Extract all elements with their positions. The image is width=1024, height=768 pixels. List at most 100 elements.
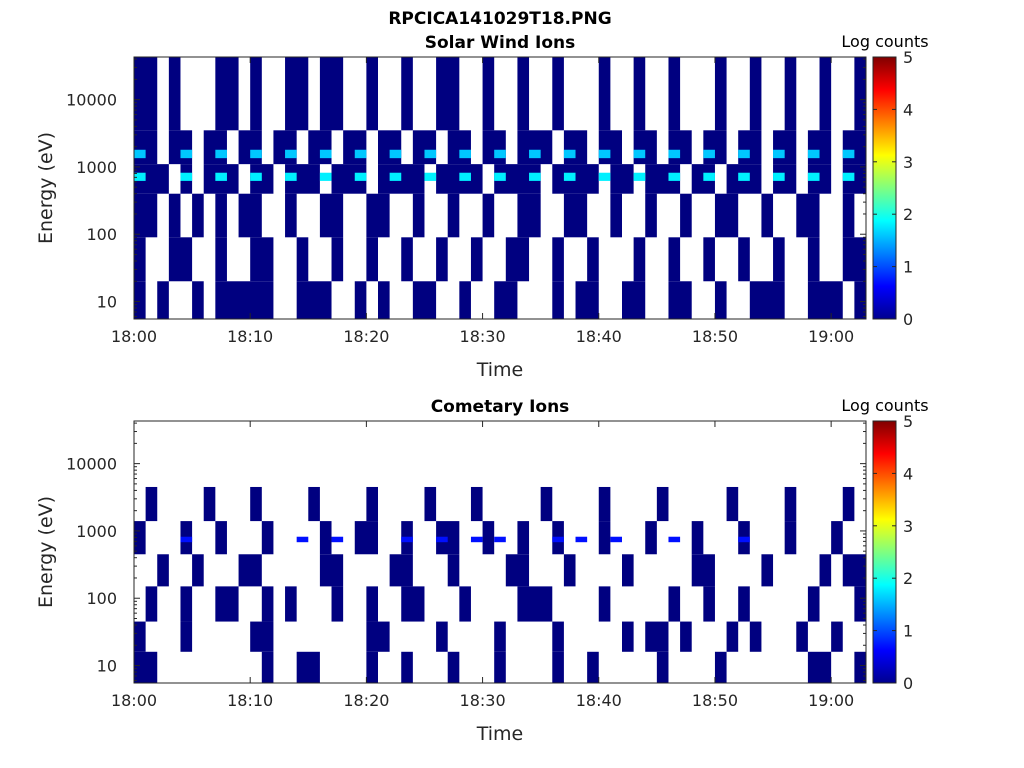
heatmap-peak-cell (668, 149, 681, 159)
heatmap-cell (796, 621, 808, 652)
heatmap-cell (656, 486, 669, 522)
heatmap-peak-cell (389, 149, 402, 159)
heatmap-peak-cell (459, 149, 471, 159)
heatmap-cell (517, 130, 553, 165)
y-tick-label: 10 (97, 293, 117, 312)
heatmap-cell (668, 130, 692, 165)
heatmap-cell (807, 237, 820, 282)
y-tick-label: 100 (86, 225, 117, 244)
heatmap-cell (203, 130, 227, 165)
heatmap-peak-cell (215, 172, 227, 181)
heatmap-cell (215, 281, 274, 319)
heatmap-cell (691, 554, 715, 587)
colorbar-label: Log counts (841, 32, 928, 51)
heatmap-cell (668, 57, 681, 131)
heatmap-cell (134, 521, 146, 555)
heatmap-cell (261, 651, 274, 683)
heatmap-cell (854, 281, 866, 319)
heatmap-cell (610, 193, 622, 238)
x-tick-label: 18:50 (692, 691, 738, 710)
heatmap-cell (505, 237, 530, 282)
heatmap-cell (633, 237, 646, 282)
heatmap-peak-cell (424, 149, 437, 159)
heatmap-peak-cell (215, 149, 227, 159)
heatmap-cell (807, 130, 832, 165)
panel-solar-wind: Solar Wind Ions 18:00 18:10 18:20 18:30 18:4… (35, 32, 929, 381)
heatmap-peak-cell (319, 172, 332, 181)
heatmap-cell (319, 193, 344, 238)
x-tick-label: 18:20 (343, 691, 389, 710)
heatmap-cell (168, 237, 193, 282)
heatmap-cell (517, 586, 553, 622)
y-tick-label: 1000 (76, 158, 117, 177)
heatmap-cell (726, 486, 739, 522)
heatmap-cell (424, 486, 437, 522)
x-tick-label: 18:10 (227, 691, 273, 710)
heatmap-cell (587, 237, 599, 282)
heatmap-peak-cell (354, 172, 367, 181)
heatmap-cell (145, 586, 158, 622)
heatmap-cell (598, 130, 622, 165)
heatmap-peak-cell (598, 149, 611, 159)
heatmap-cell (285, 193, 297, 238)
heatmap-cell (134, 193, 158, 238)
heatmap-peak-cell (319, 149, 332, 159)
heatmap-cell (552, 237, 564, 282)
y-axis-label: Energy (eV) (35, 132, 57, 244)
heatmap-cell (552, 57, 564, 131)
heatmap-peak-cell (459, 172, 471, 181)
heatmap-peak-cell (436, 536, 448, 543)
heatmap-cell (168, 130, 193, 165)
heatmap-peak-cell (296, 536, 309, 543)
heatmap-cell (285, 57, 309, 131)
heatmap-cell (668, 586, 681, 622)
heatmap-peak-cell (529, 172, 541, 181)
heatmap-cell (470, 486, 483, 522)
heatmap-cell (587, 651, 599, 683)
heatmap-peak-cell (773, 172, 785, 181)
heatmap-cell (552, 281, 564, 319)
x-tick-label: 18:50 (692, 327, 738, 346)
heatmap-cell (842, 193, 855, 238)
heatmap-cell (354, 521, 378, 555)
heatmap-cell (203, 486, 216, 522)
heatmap-peak-cell (529, 149, 541, 159)
heatmap-cell (366, 237, 378, 282)
colorbar (872, 420, 897, 684)
heatmap-cell (854, 586, 866, 622)
heatmap-cell (192, 554, 204, 587)
x-axis: 18:00 18:10 18:20 18:30 18:40 18:50 19:00 (111, 57, 854, 346)
colorbar-tick-label: 2 (903, 205, 913, 224)
plot-frame (133, 56, 867, 320)
heatmap-cell (308, 486, 320, 522)
x-tick-label: 18:20 (343, 327, 389, 346)
heatmap-cell (238, 130, 262, 165)
heatmap-cell (215, 521, 227, 555)
heatmap-cell (598, 486, 611, 522)
heatmap-cell (645, 521, 657, 555)
heatmap-cell (703, 130, 727, 165)
heatmap-cell (401, 57, 413, 131)
heatmap-peak-cell (354, 149, 367, 159)
heatmap-cell (296, 237, 309, 282)
heatmap-peak-cell (563, 172, 576, 181)
heatmap-cell (145, 486, 158, 522)
heatmap-cell (134, 281, 146, 319)
heatmap-cell (680, 193, 692, 238)
heatmap-cell (831, 521, 843, 555)
heatmap-peak-cell (668, 536, 681, 543)
heatmap-peak-cell (738, 149, 750, 159)
heatmap-cell (773, 237, 785, 282)
heatmap-cell (354, 281, 367, 319)
heatmap-cell (401, 651, 413, 683)
heatmap-cell (494, 621, 506, 652)
heatmap-cell (447, 554, 460, 587)
heatmap-cell (331, 586, 344, 622)
heatmap-cell (842, 486, 855, 522)
x-tick-label: 19:00 (808, 327, 854, 346)
heatmap-cell (134, 621, 146, 652)
heatmap-cell (447, 651, 460, 683)
colorbar-tick-label: 1 (903, 622, 913, 641)
x-tick-label: 18:10 (227, 327, 273, 346)
heatmap-cell (261, 521, 274, 555)
